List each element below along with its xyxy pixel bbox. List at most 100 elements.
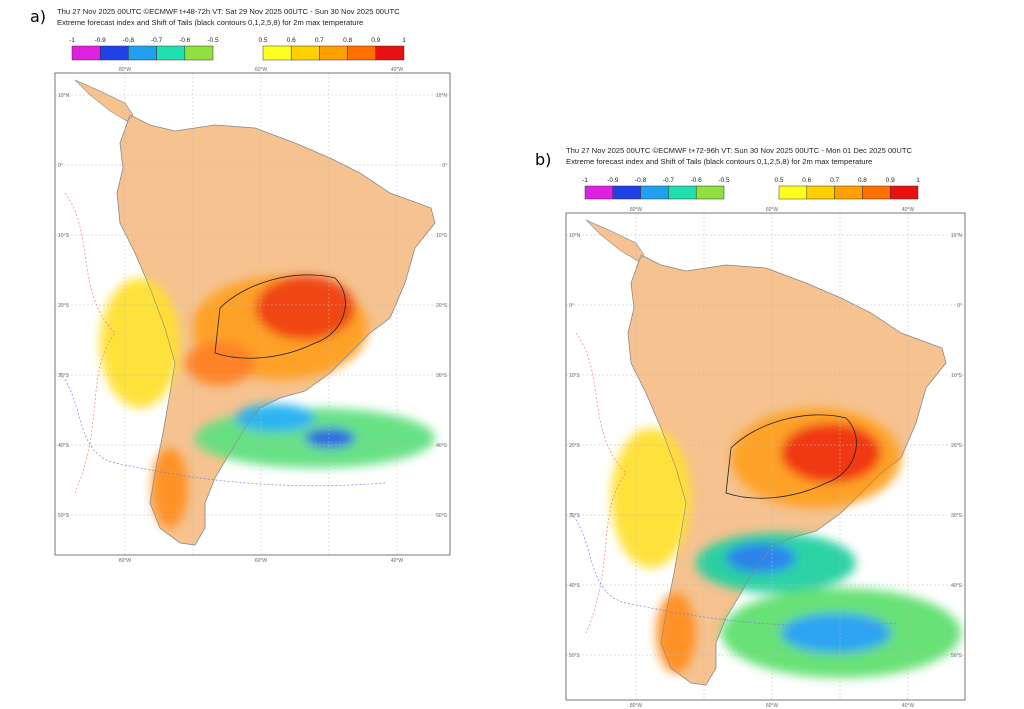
efi-area bbox=[781, 423, 881, 483]
efi-area bbox=[235, 404, 315, 432]
efi-area bbox=[656, 593, 696, 673]
land bbox=[74, 79, 134, 122]
efi-area bbox=[255, 276, 355, 340]
map-border bbox=[565, 212, 966, 701]
legend-tick-label: 0.9 bbox=[371, 37, 380, 44]
map: 10°N 10°N 0° 0° 10°S 10°S 20°S 20°S 30°S 30°S 40°S… bbox=[54, 67, 451, 564]
lon-label: 60°W bbox=[766, 207, 779, 213]
panel: a) Thu 27 Nov 2025 00UTC ©ECMWF t+48-72h … bbox=[30, 7, 451, 564]
legend-tick-label: -0.9 bbox=[95, 37, 107, 44]
lat-label: 50°S bbox=[436, 513, 448, 519]
lat-label: 30°S bbox=[569, 513, 581, 519]
efi-area bbox=[152, 448, 188, 528]
legend-tick-label: 0.6 bbox=[802, 177, 811, 184]
efi-shading bbox=[100, 276, 435, 528]
lon-label: 60°W bbox=[255, 67, 268, 73]
legend-tick-label: -0.8 bbox=[123, 37, 135, 44]
lon-label: 60°W bbox=[255, 558, 268, 564]
lat-label: 10°S bbox=[951, 373, 963, 379]
efi-shading bbox=[611, 408, 961, 678]
panel-header: Thu 27 Nov 2025 00UTC ©ECMWF t+72-96h VT… bbox=[566, 146, 913, 155]
map-area bbox=[566, 213, 965, 700]
legend-swatch bbox=[640, 185, 669, 200]
lat-label: 0° bbox=[58, 163, 63, 169]
lat-label: 10°S bbox=[58, 233, 70, 239]
legend-swatch bbox=[612, 185, 641, 200]
lon-label: 80°W bbox=[630, 703, 643, 709]
legend-tick-label: -0.8 bbox=[635, 177, 647, 184]
efi-area bbox=[726, 543, 796, 573]
lon-label: 80°W bbox=[119, 558, 132, 564]
legend-tick-label: -0.7 bbox=[151, 37, 163, 44]
legend-tick-label: 0.8 bbox=[858, 177, 867, 184]
panel: b) Thu 27 Nov 2025 00UTC ©ECMWF t+72-96h … bbox=[535, 146, 966, 709]
lon-label: 80°W bbox=[630, 207, 643, 213]
sot-contour bbox=[725, 414, 857, 499]
legend-tick-label: 0.8 bbox=[343, 37, 352, 44]
efi-area bbox=[185, 341, 255, 385]
land bbox=[585, 219, 645, 262]
legend-swatch bbox=[319, 45, 348, 61]
legend-tick-label: -0.6 bbox=[691, 177, 703, 184]
lon-label: 60°W bbox=[766, 703, 779, 709]
panel-header: Thu 27 Nov 2025 00UTC ©ECMWF t+48-72h VT… bbox=[57, 7, 400, 16]
legend-tick-label: 0.7 bbox=[830, 177, 839, 184]
map-border bbox=[54, 72, 451, 556]
panel-header: Extreme forecast index and Shift of Tail… bbox=[57, 18, 363, 27]
legend-swatch bbox=[262, 45, 292, 61]
legend-swatch bbox=[347, 45, 377, 61]
lat-label: 50°S bbox=[569, 653, 581, 659]
map: 10°N 10°N 0° 0° 10°S 10°S 20°S 20°S 30°S 30°S 40°S… bbox=[565, 207, 966, 709]
legend-tick-label: -0.5 bbox=[207, 37, 219, 44]
legend-tick-label: 0.5 bbox=[258, 37, 267, 44]
lon-label: 40°W bbox=[902, 207, 915, 213]
lat-label: 50°S bbox=[951, 653, 963, 659]
legend-swatch bbox=[695, 185, 725, 200]
lon-label: 40°W bbox=[391, 67, 404, 73]
legend-tick-label: 1 bbox=[916, 177, 920, 184]
lat-label: 40°S bbox=[58, 443, 70, 449]
lat-label: 40°S bbox=[436, 443, 448, 449]
legend-swatch bbox=[834, 185, 863, 200]
legend-swatch bbox=[290, 45, 320, 61]
lat-label: 20°S bbox=[951, 443, 963, 449]
lat-label: 30°S bbox=[58, 373, 70, 379]
legend-tick-label: 0.5 bbox=[774, 177, 783, 184]
lon-label: 80°W bbox=[119, 67, 132, 73]
lon-label: 40°W bbox=[391, 558, 404, 564]
legend-swatch bbox=[375, 45, 405, 61]
lat-label: 10°N bbox=[58, 93, 70, 99]
sot-contour bbox=[214, 274, 346, 359]
legend-tick-label: 0.9 bbox=[886, 177, 895, 184]
lat-label: 40°S bbox=[569, 583, 581, 589]
lat-label: 0° bbox=[569, 303, 574, 309]
legend-swatch bbox=[71, 45, 101, 61]
lat-label: 20°S bbox=[436, 303, 448, 309]
efi-area bbox=[100, 278, 180, 408]
efi-area bbox=[781, 613, 891, 653]
lat-label: 10°S bbox=[569, 373, 581, 379]
efi-area bbox=[611, 428, 691, 568]
legend-tick-label: 1 bbox=[402, 37, 406, 44]
lat-label: 10°N bbox=[436, 93, 448, 99]
lat-label: 0° bbox=[442, 163, 447, 169]
contour-line bbox=[64, 192, 116, 494]
lat-label: 30°S bbox=[436, 373, 448, 379]
legend-tick-label: 0.7 bbox=[315, 37, 324, 44]
panel-header: Extreme forecast index and Shift of Tail… bbox=[566, 157, 872, 166]
legend-swatch bbox=[184, 45, 214, 61]
contour-line bbox=[575, 332, 627, 634]
lat-label: 10°N bbox=[569, 233, 581, 239]
lat-label: 0° bbox=[957, 303, 962, 309]
contour-line bbox=[570, 512, 897, 627]
legend-swatch bbox=[862, 185, 891, 200]
legend-tick-label: -1 bbox=[582, 177, 588, 184]
map-area bbox=[55, 73, 450, 555]
coastline bbox=[627, 254, 947, 686]
legend-tick-label: -0.7 bbox=[663, 177, 675, 184]
lat-label: 30°S bbox=[951, 513, 963, 519]
legend-swatch bbox=[128, 45, 157, 61]
legend-swatch bbox=[889, 185, 919, 200]
legend-swatch bbox=[156, 45, 186, 61]
